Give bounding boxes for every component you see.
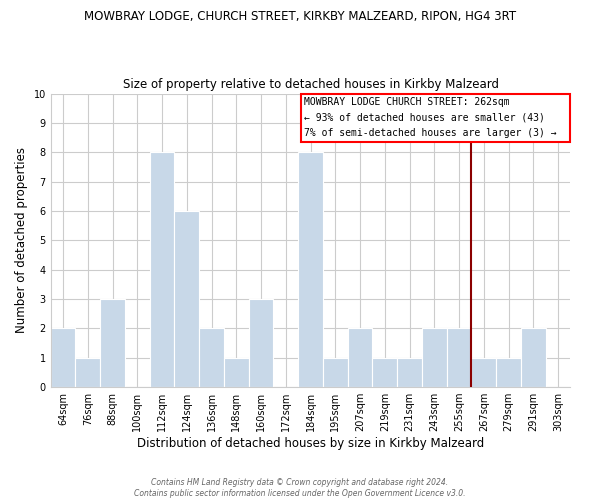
Text: ← 93% of detached houses are smaller (43): ← 93% of detached houses are smaller (43… (304, 112, 545, 122)
Bar (446, 328, 472, 387)
Bar (50, 328, 76, 387)
Text: Contains HM Land Registry data © Crown copyright and database right 2024.
Contai: Contains HM Land Registry data © Crown c… (134, 478, 466, 498)
Bar (347, 328, 373, 387)
Bar (100, 299, 125, 387)
Bar (76, 358, 100, 387)
Bar (248, 299, 274, 387)
Text: 7% of semi-detached houses are larger (3) →: 7% of semi-detached houses are larger (3… (304, 128, 557, 138)
Title: Size of property relative to detached houses in Kirkby Malzeard: Size of property relative to detached ho… (122, 78, 499, 91)
Bar (175, 211, 199, 387)
Bar (149, 152, 175, 387)
Bar (472, 358, 496, 387)
Text: MOWBRAY LODGE CHURCH STREET: 262sqm: MOWBRAY LODGE CHURCH STREET: 262sqm (304, 97, 510, 107)
X-axis label: Distribution of detached houses by size in Kirkby Malzeard: Distribution of detached houses by size … (137, 437, 484, 450)
Bar (496, 358, 521, 387)
Bar (323, 358, 347, 387)
Text: MOWBRAY LODGE, CHURCH STREET, KIRKBY MALZEARD, RIPON, HG4 3RT: MOWBRAY LODGE, CHURCH STREET, KIRKBY MAL… (84, 10, 516, 23)
Bar (199, 328, 224, 387)
Bar (224, 358, 248, 387)
Bar (373, 358, 397, 387)
Bar (422, 328, 446, 387)
Bar (521, 328, 545, 387)
Bar (397, 358, 422, 387)
Y-axis label: Number of detached properties: Number of detached properties (15, 148, 28, 334)
Bar (298, 152, 323, 387)
FancyBboxPatch shape (301, 94, 571, 142)
